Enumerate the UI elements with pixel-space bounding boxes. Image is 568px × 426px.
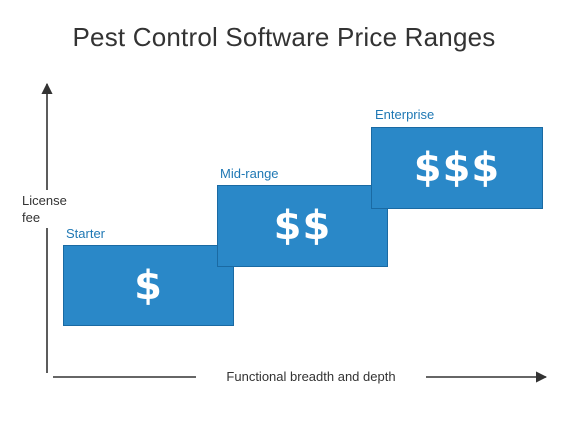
- tier-label-enterprise: Enterprise: [375, 107, 435, 122]
- diagram-title: Pest Control Software Price Ranges: [72, 22, 496, 52]
- tier-box-mid-range: $$: [217, 185, 388, 267]
- tier-label-mid-range: Mid-range: [220, 166, 279, 181]
- tier-label-starter: Starter: [66, 226, 106, 241]
- price-symbol-enterprise: $$$: [413, 145, 501, 191]
- price-symbol-mid-range: $$: [273, 203, 332, 249]
- x-axis-label: Functional breadth and depth: [196, 367, 426, 386]
- tier-box-enterprise: $$$: [371, 127, 543, 209]
- price-symbol-starter: $: [134, 262, 163, 309]
- tier-box-starter: $: [63, 245, 234, 326]
- y-axis-label: License fee: [20, 190, 72, 228]
